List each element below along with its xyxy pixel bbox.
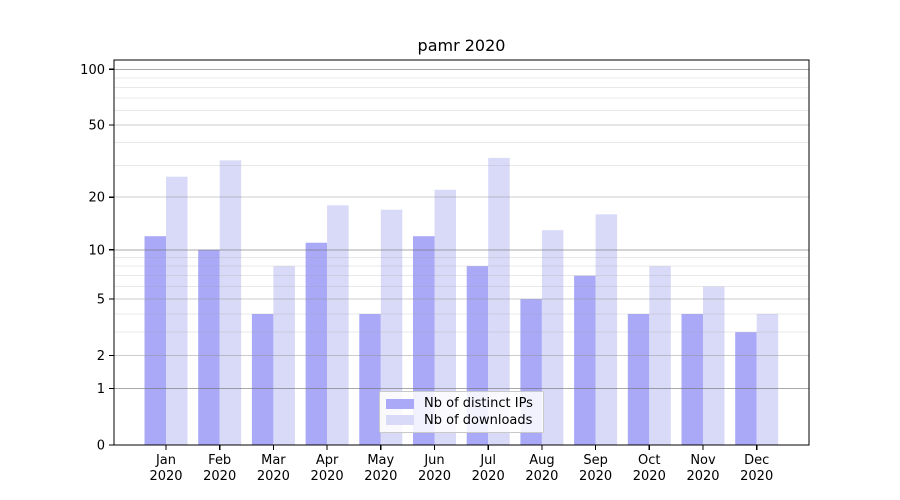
y-tick-label: 2 xyxy=(97,349,105,364)
x-tick-label-year: 2020 xyxy=(203,469,236,484)
x-tick-label-year: 2020 xyxy=(311,469,344,484)
x-tick-label-month: Apr xyxy=(316,453,339,468)
legend-label-distinct-ips: Nb of distinct IPs xyxy=(424,396,533,412)
bar-downloads-jul xyxy=(488,157,510,445)
legend-swatch-distinct-ips xyxy=(386,398,414,409)
y-tick-label: 10 xyxy=(88,243,105,258)
x-tick-label-month: Sep xyxy=(583,453,608,468)
y-tick-label: 5 xyxy=(97,293,105,308)
legend: Nb of distinct IPs Nb of downloads xyxy=(379,391,544,433)
x-tick-label-month: May xyxy=(367,453,394,468)
x-tick-label-month: Nov xyxy=(690,453,716,468)
bar-ips-apr xyxy=(305,242,328,445)
bar-downloads-aug xyxy=(541,230,564,445)
legend-item-downloads: Nb of downloads xyxy=(386,414,539,427)
x-tick-label-month: Aug xyxy=(529,453,554,468)
bar-downloads-dec xyxy=(756,313,779,445)
bar-ips-oct xyxy=(627,313,650,445)
x-tick-label-month: Mar xyxy=(261,453,286,468)
bar-downloads-mar xyxy=(273,266,295,445)
x-tick-label-year: 2020 xyxy=(579,469,612,484)
bar-downloads-sep xyxy=(595,214,618,445)
x-tick-label-month: Dec xyxy=(744,453,769,468)
x-tick-label-year: 2020 xyxy=(257,469,290,484)
y-tick-label: 50 xyxy=(88,118,105,133)
bar-downloads-may xyxy=(380,209,403,445)
x-tick-label-month: Jul xyxy=(479,453,496,468)
x-tick-label-year: 2020 xyxy=(525,469,558,484)
x-tick-label-month: Jan xyxy=(155,453,176,468)
axes-frame xyxy=(113,59,810,446)
bar-ips-nov xyxy=(681,313,703,445)
bar-downloads-oct xyxy=(649,266,671,445)
x-tick-label-year: 2020 xyxy=(633,469,666,484)
y-tick-label: 1 xyxy=(97,382,105,397)
x-tick-label-year: 2020 xyxy=(149,469,182,484)
bar-downloads-feb xyxy=(219,160,242,445)
y-tick-label: 100 xyxy=(80,63,105,78)
x-tick-label-year: 2020 xyxy=(740,469,773,484)
x-tick-label-year: 2020 xyxy=(364,469,397,484)
bar-downloads-apr xyxy=(327,205,349,445)
bar-ips-sep xyxy=(574,275,596,445)
x-tick-label-year: 2020 xyxy=(686,469,719,484)
bar-downloads-jun xyxy=(434,189,456,445)
y-tick-label: 20 xyxy=(88,191,105,206)
legend-label-downloads: Nb of downloads xyxy=(424,412,533,428)
y-tick-label: 0 xyxy=(97,439,105,454)
x-tick-label-year: 2020 xyxy=(418,469,451,484)
legend-item-distinct-ips: Nb of distinct IPs xyxy=(386,397,539,410)
x-tick-label-month: Feb xyxy=(208,453,231,468)
bar-downloads-nov xyxy=(703,286,725,445)
x-tick-label-month: Oct xyxy=(638,453,660,468)
bar-downloads-jan xyxy=(166,176,188,445)
bar-ips-may xyxy=(359,313,381,445)
bar-ips-jan xyxy=(144,236,166,445)
bar-ips-feb xyxy=(198,249,220,445)
x-tick-label-month: Jun xyxy=(423,453,444,468)
legend-swatch-downloads xyxy=(386,415,414,426)
bar-ips-mar xyxy=(251,313,274,445)
x-tick-label-year: 2020 xyxy=(472,469,505,484)
